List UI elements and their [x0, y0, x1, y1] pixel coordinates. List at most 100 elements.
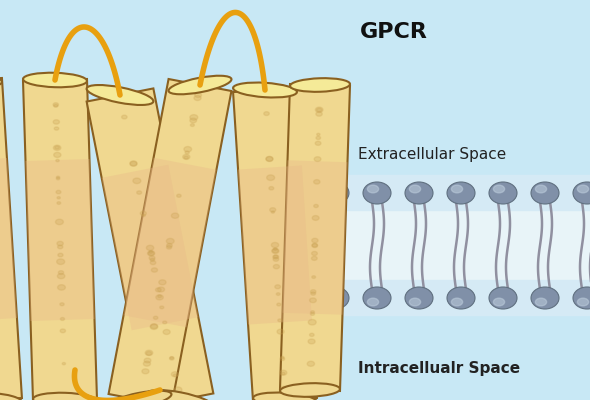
Ellipse shape [169, 76, 231, 94]
Ellipse shape [269, 186, 274, 190]
Ellipse shape [316, 112, 322, 116]
Ellipse shape [531, 287, 559, 309]
Ellipse shape [273, 255, 278, 259]
Ellipse shape [0, 392, 22, 400]
Ellipse shape [535, 185, 546, 193]
Ellipse shape [308, 320, 316, 325]
Ellipse shape [57, 178, 60, 180]
Ellipse shape [174, 387, 182, 392]
Ellipse shape [156, 288, 161, 292]
Ellipse shape [277, 329, 284, 334]
Ellipse shape [578, 185, 589, 193]
Ellipse shape [122, 115, 127, 119]
Ellipse shape [159, 280, 166, 285]
Ellipse shape [153, 316, 158, 319]
Ellipse shape [311, 292, 316, 295]
Ellipse shape [173, 374, 177, 376]
Ellipse shape [184, 146, 192, 152]
Ellipse shape [57, 241, 63, 246]
Ellipse shape [312, 256, 317, 260]
Ellipse shape [0, 72, 2, 88]
Ellipse shape [146, 390, 214, 400]
Ellipse shape [280, 383, 340, 397]
Ellipse shape [368, 185, 379, 193]
Ellipse shape [368, 298, 379, 306]
Ellipse shape [142, 369, 149, 374]
Ellipse shape [158, 295, 162, 298]
Ellipse shape [190, 115, 198, 120]
Ellipse shape [58, 253, 63, 257]
Text: Intracellualr Space: Intracellualr Space [358, 360, 520, 376]
Ellipse shape [274, 255, 278, 258]
Ellipse shape [253, 392, 317, 400]
Ellipse shape [183, 154, 190, 159]
Ellipse shape [190, 118, 196, 123]
Ellipse shape [493, 298, 504, 306]
Ellipse shape [277, 303, 281, 306]
Ellipse shape [266, 156, 273, 162]
Ellipse shape [150, 258, 155, 261]
Ellipse shape [489, 182, 517, 204]
Ellipse shape [280, 357, 284, 360]
Ellipse shape [144, 358, 151, 363]
Ellipse shape [310, 333, 314, 336]
Ellipse shape [312, 244, 317, 248]
Ellipse shape [156, 295, 163, 300]
Polygon shape [283, 160, 348, 315]
Ellipse shape [578, 298, 589, 306]
Ellipse shape [280, 386, 289, 392]
Ellipse shape [58, 271, 64, 274]
Ellipse shape [54, 152, 61, 158]
Ellipse shape [489, 287, 517, 309]
Ellipse shape [60, 303, 64, 306]
Ellipse shape [109, 391, 172, 400]
Ellipse shape [148, 251, 155, 256]
Ellipse shape [130, 161, 137, 166]
Ellipse shape [280, 356, 284, 359]
Ellipse shape [317, 108, 322, 112]
Ellipse shape [447, 287, 475, 309]
Text: Extracellular Space: Extracellular Space [358, 148, 506, 162]
Ellipse shape [307, 361, 314, 366]
Text: GPCR: GPCR [360, 22, 428, 42]
Ellipse shape [573, 287, 590, 309]
Ellipse shape [87, 85, 153, 105]
Ellipse shape [160, 306, 164, 309]
Ellipse shape [276, 293, 280, 295]
Ellipse shape [447, 182, 475, 204]
Ellipse shape [195, 93, 201, 98]
Ellipse shape [273, 249, 278, 253]
Ellipse shape [270, 208, 276, 212]
Ellipse shape [57, 274, 65, 279]
Ellipse shape [317, 133, 320, 136]
Polygon shape [87, 88, 214, 400]
Ellipse shape [163, 321, 167, 324]
Ellipse shape [363, 287, 391, 309]
Ellipse shape [177, 194, 181, 197]
Ellipse shape [321, 287, 349, 309]
Ellipse shape [148, 251, 154, 256]
Ellipse shape [171, 372, 179, 377]
Polygon shape [101, 165, 198, 330]
Ellipse shape [152, 268, 158, 272]
Ellipse shape [55, 146, 60, 149]
Polygon shape [109, 79, 231, 400]
Ellipse shape [184, 156, 188, 159]
Polygon shape [238, 166, 312, 324]
Ellipse shape [58, 285, 65, 290]
Ellipse shape [311, 311, 314, 314]
Ellipse shape [312, 243, 317, 247]
Ellipse shape [310, 290, 316, 294]
Ellipse shape [451, 298, 463, 306]
Ellipse shape [267, 175, 274, 180]
Ellipse shape [273, 264, 280, 269]
Ellipse shape [54, 127, 59, 130]
Ellipse shape [308, 339, 315, 344]
Ellipse shape [166, 238, 174, 244]
Polygon shape [0, 158, 17, 322]
Ellipse shape [53, 120, 60, 124]
Ellipse shape [146, 352, 152, 355]
Ellipse shape [314, 157, 321, 162]
Bar [305, 175, 590, 210]
Ellipse shape [326, 185, 337, 193]
